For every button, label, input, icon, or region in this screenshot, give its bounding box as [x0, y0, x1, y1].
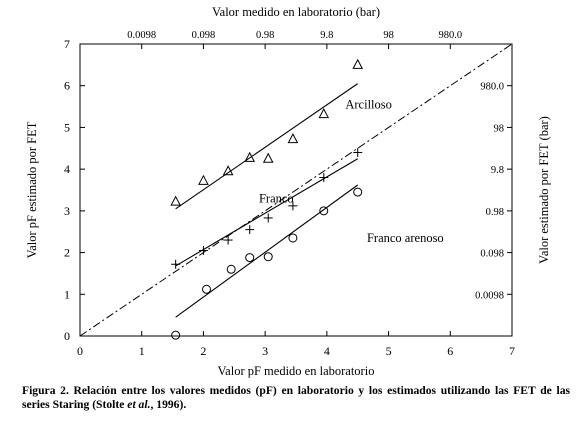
- y-tick-label: 0: [64, 329, 70, 343]
- x-tick-label: 2: [200, 344, 206, 358]
- point-arcilloso: [222, 165, 234, 176]
- y-axis-title: Valor pF estimado por FET: [25, 121, 39, 258]
- point-franco: [288, 201, 298, 211]
- point-franco: [245, 225, 255, 235]
- right-axis-title: Valor estimado por FET (bar): [537, 116, 551, 264]
- top-tick-label: 980.0: [438, 30, 462, 41]
- right-tick-label: 0.98: [486, 207, 504, 218]
- top-tick-label: 0.98: [256, 30, 274, 41]
- y-tick-label: 1: [64, 287, 70, 301]
- point-franco-arenoso: [263, 252, 273, 262]
- caption-prefix: Figura 2. Relación entre los valores med…: [22, 384, 570, 411]
- x-tick-label: 0: [77, 344, 83, 358]
- top-axis-title: Valor medido en laboratorio (bar): [212, 5, 380, 19]
- x-tick-label: 3: [262, 344, 268, 358]
- point-franco: [223, 235, 233, 245]
- point-franco: [263, 213, 273, 223]
- y-tick-label: 5: [64, 120, 70, 134]
- caption-suffix: , 1996).: [150, 398, 187, 411]
- point-franco-arenoso: [226, 264, 236, 274]
- right-tick-label: 980.0: [480, 82, 504, 93]
- x-tick-label: 4: [324, 344, 330, 358]
- y-tick-label: 3: [64, 204, 70, 218]
- point-arcilloso: [352, 58, 364, 69]
- x-tick-label: 1: [139, 344, 145, 358]
- point-franco-arenoso: [245, 253, 255, 263]
- point-arcilloso: [318, 108, 330, 119]
- figure-caption: Figura 2. Relación entre los valores med…: [22, 384, 570, 412]
- point-arcilloso: [198, 174, 209, 185]
- point-franco: [353, 147, 363, 157]
- point-franco-arenoso: [288, 233, 298, 243]
- top-tick-label: 0.098: [192, 30, 216, 41]
- right-tick-label: 98: [494, 123, 505, 134]
- fit-line-arcilloso: [175, 83, 359, 210]
- top-tick-label: 98: [383, 30, 394, 41]
- reference-line-1to1: [79, 43, 513, 337]
- point-franco-arenoso: [171, 330, 181, 340]
- y-tick-label: 7: [64, 37, 70, 51]
- point-franco: [319, 172, 329, 182]
- point-arcilloso: [262, 152, 274, 163]
- fit-line-franco: [175, 158, 358, 267]
- point-arcilloso: [170, 195, 181, 206]
- series-label-franco: Franco: [259, 191, 294, 205]
- point-arcilloso: [244, 151, 256, 162]
- x-tick-label: 7: [509, 344, 515, 358]
- y-tick-label: 4: [64, 162, 70, 176]
- right-tick-label: 0.0098: [475, 290, 504, 301]
- top-tick-label: 9.8: [320, 30, 333, 41]
- series-label-arcilloso: Arcilloso: [345, 97, 392, 111]
- x-axis-title: Valor pF medido en laboratorio: [218, 364, 375, 378]
- fit-line-franco-arenoso: [175, 184, 359, 318]
- x-tick-label: 6: [447, 344, 453, 358]
- y-tick-label: 6: [64, 79, 70, 93]
- point-franco-arenoso: [353, 187, 363, 197]
- point-arcilloso: [287, 133, 299, 144]
- x-tick-label: 5: [386, 344, 392, 358]
- caption-italic: et al.: [127, 398, 151, 411]
- point-franco: [171, 259, 181, 269]
- top-tick-label: 0.0098: [127, 30, 156, 41]
- y-tick-label: 2: [64, 246, 70, 260]
- plot-frame: [79, 43, 513, 337]
- point-franco-arenoso: [202, 284, 212, 294]
- right-tick-label: 0.098: [480, 249, 504, 260]
- point-franco-arenoso: [319, 206, 329, 216]
- right-tick-label: 9.8: [491, 165, 504, 176]
- point-franco: [198, 245, 208, 255]
- series-label-franco-arenoso: Franco arenoso: [367, 231, 444, 245]
